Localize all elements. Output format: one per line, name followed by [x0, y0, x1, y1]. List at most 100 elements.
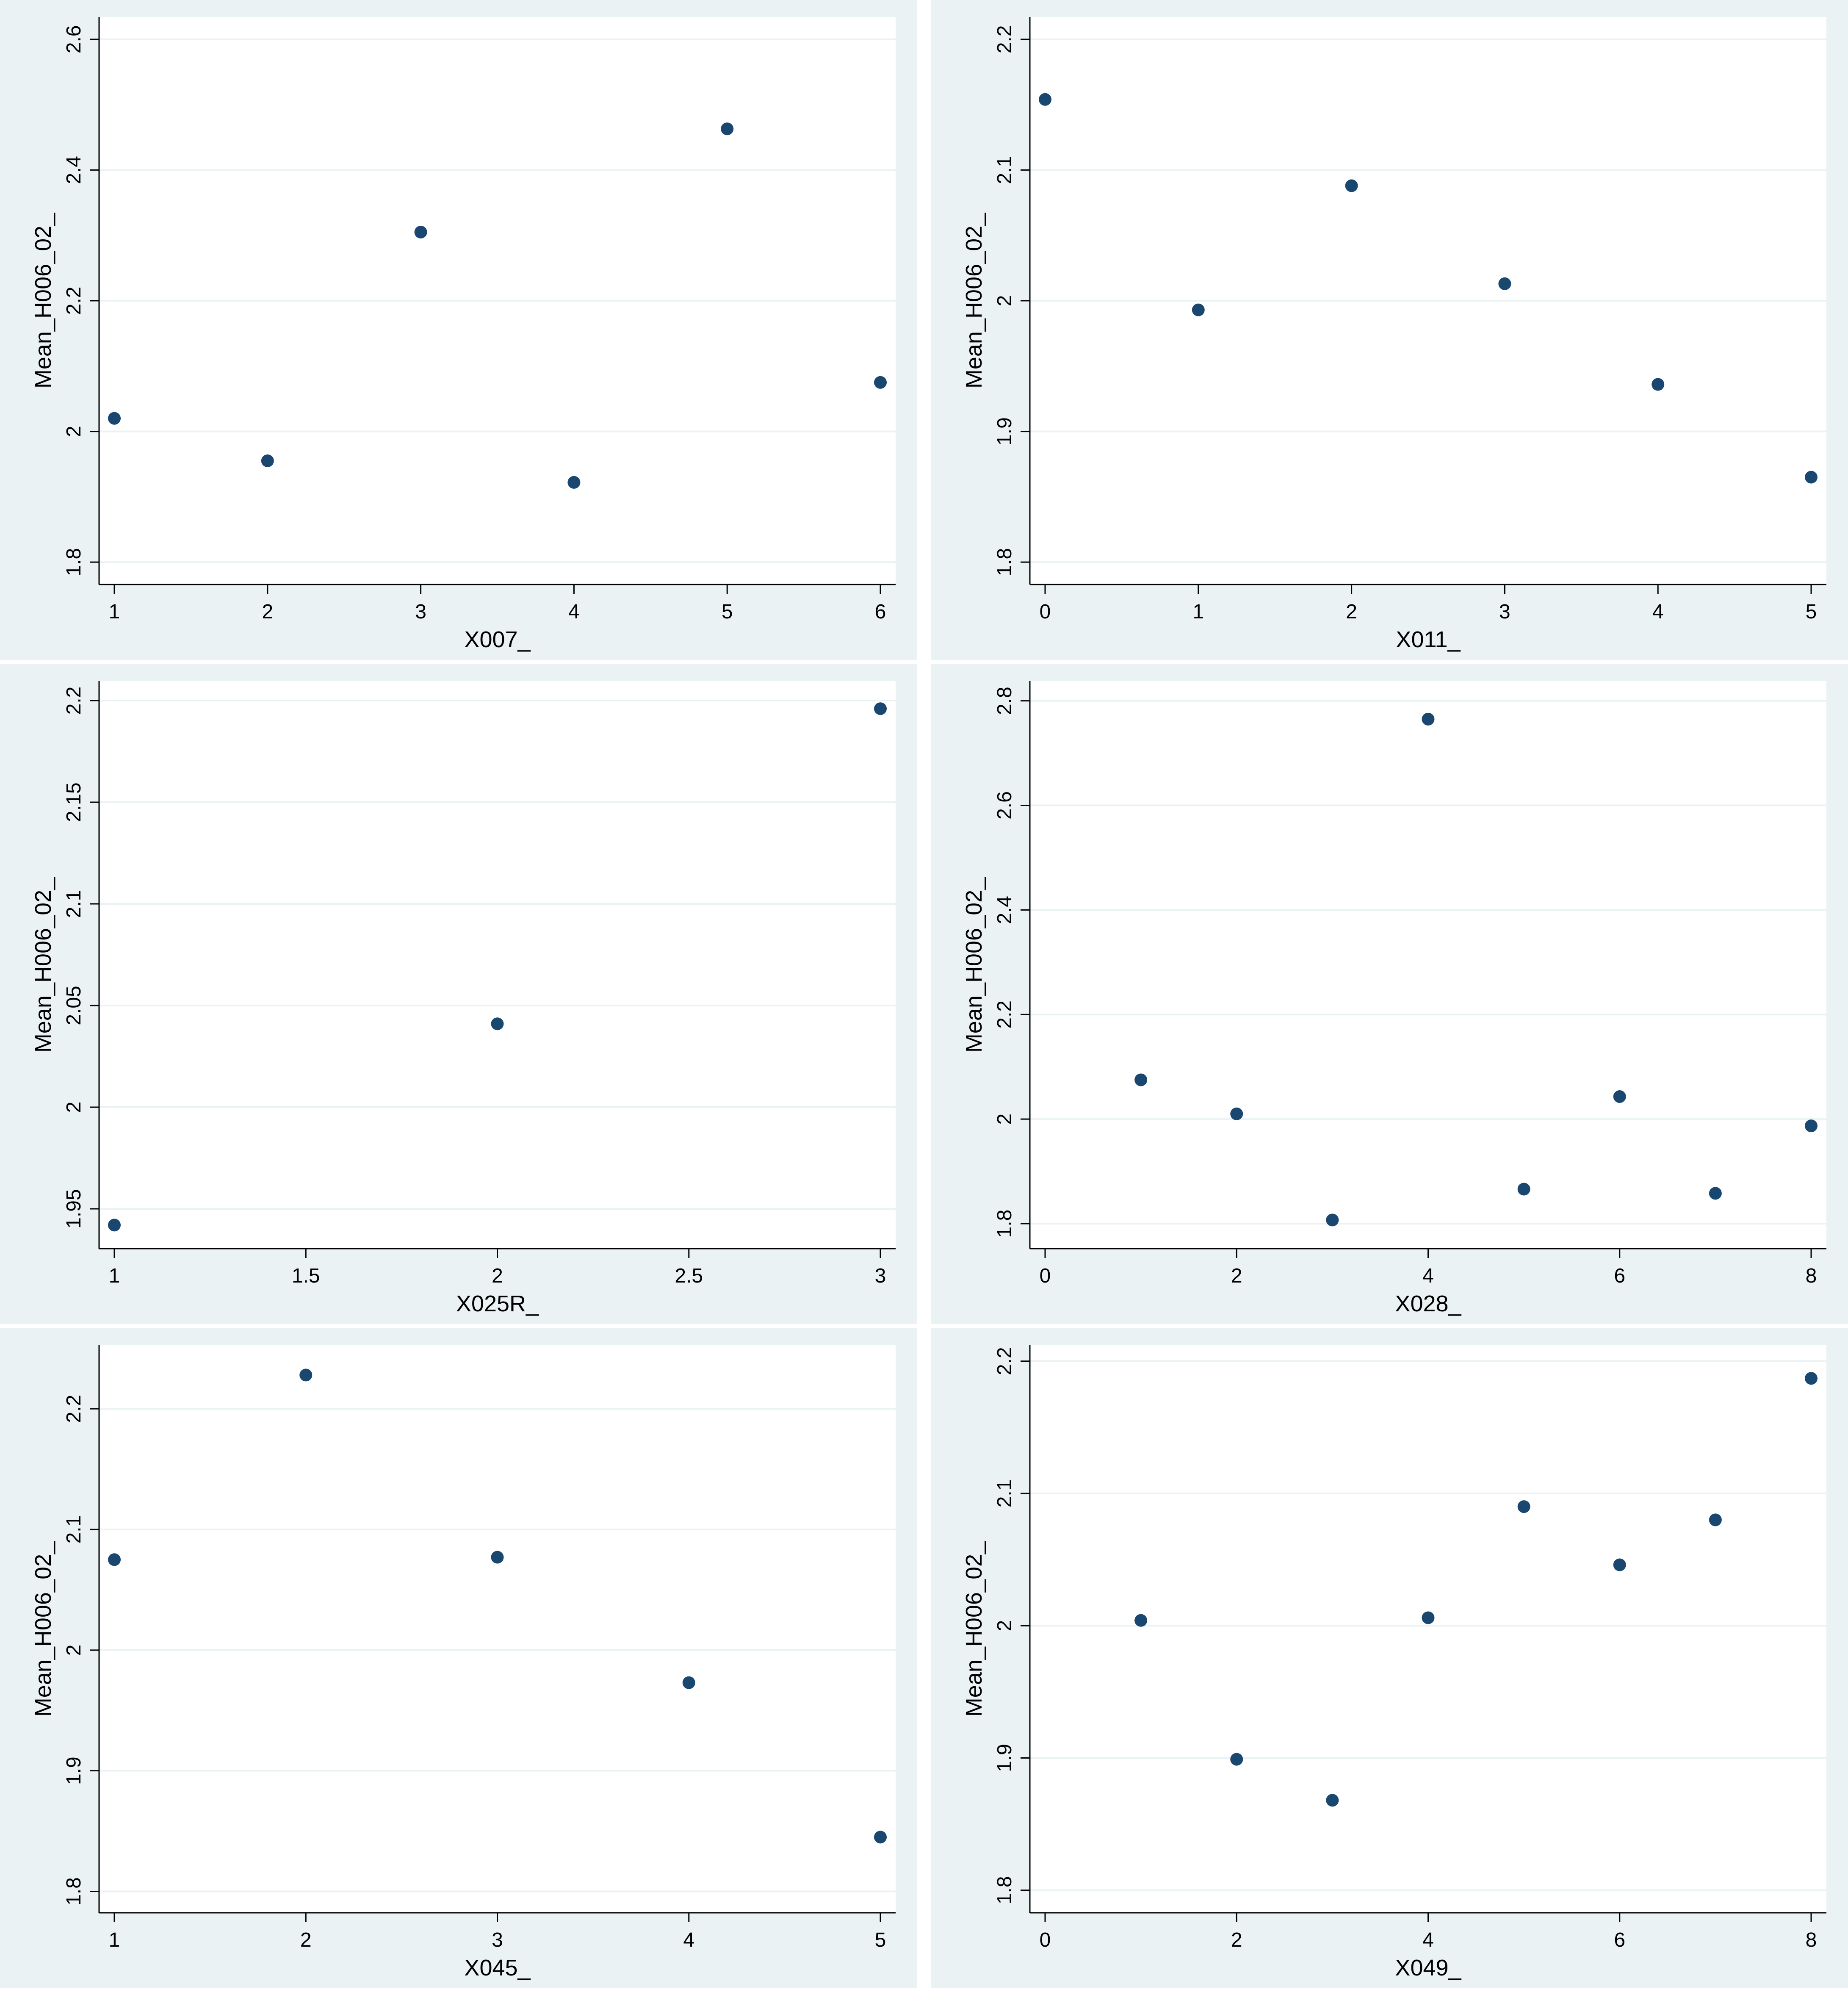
chart-4-point-4 [874, 1831, 887, 1844]
chart-0-point-3 [567, 476, 581, 489]
chart-3-point-1 [1230, 1107, 1243, 1120]
scatter-panel-x049: 1.8 1.9 2 2.1 2.2 0 2 4 6 8 X049_ Mean_H006_02_ [931, 1328, 1848, 1988]
chart-3-x-tick-label-4: 8 [1806, 1265, 1817, 1287]
chart-2-x-tick-label-3: 2.5 [675, 1265, 703, 1287]
chart-5-x-tick-label-1: 2 [1231, 1929, 1242, 1951]
chart-3-y-axis-title: Mean_H006_02_ [961, 877, 987, 1053]
chart-1-point-3 [1498, 277, 1511, 290]
chart-4-y-tick-label-4: 2.2 [63, 1395, 85, 1423]
scatter-panel-x028: 1.8 2 2.2 2.4 2.6 2.8 0 2 4 6 8 X028_ Mean_H006_02_ [931, 664, 1848, 1324]
chart-0-y-tick-label-1: 2 [63, 426, 85, 437]
chart-5-point-6 [1709, 1513, 1722, 1526]
chart-0-point-0 [108, 412, 121, 425]
chart-5-x-axis-title: X049_ [1395, 1955, 1461, 1981]
chart-2-y-tick-label-2: 2.05 [63, 986, 85, 1025]
chart-0-y-tick-label-3: 2.4 [63, 156, 85, 184]
chart-5-point-2 [1326, 1794, 1339, 1807]
chart-2-x-tick-label-0: 1 [109, 1265, 120, 1287]
chart-3-point-4 [1517, 1183, 1530, 1196]
chart-5-point-3 [1422, 1611, 1435, 1624]
chart-2-y-tick-label-5: 2.2 [63, 687, 85, 715]
chart-5-x-tick-label-2: 4 [1422, 1929, 1434, 1951]
chart-4-x-axis-title: X045_ [464, 1955, 531, 1981]
chart-4-point-0 [108, 1553, 121, 1566]
chart-5-point-1 [1230, 1753, 1243, 1766]
chart-2-y-tick-label-3: 2.1 [63, 890, 85, 918]
chart-2-x-tick-label-1: 1.5 [292, 1265, 320, 1287]
scatter-plot-x025r: 1.95 2 2.05 2.1 2.15 2.2 1 1.5 2 2.5 3 X025R_ Mean_H… [30, 681, 896, 1316]
chart-0-y-tick-label-4: 2.6 [63, 25, 85, 53]
chart-1-point-1 [1192, 303, 1205, 316]
chart-5-point-5 [1613, 1558, 1626, 1571]
chart-5-plot-area [1030, 1345, 1826, 1913]
chart-1-x-tick-label-0: 0 [1040, 601, 1051, 623]
chart-4-x-tick-label-3: 4 [683, 1929, 694, 1951]
chart-3-y-tick-label-2: 2.2 [993, 1000, 1016, 1029]
chart-2-y-tick-label-1: 2 [63, 1102, 85, 1113]
chart-3-x-tick-label-1: 2 [1231, 1265, 1242, 1287]
scatter-panel-x007: 1.8 2 2.2 2.4 2.6 1 2 3 4 5 6 X007_ Mean_H006_02_ [0, 0, 917, 660]
chart-4-y-axis-title: Mean_H006_02_ [30, 1541, 56, 1717]
chart-3-x-tick-label-3: 6 [1614, 1265, 1625, 1287]
chart-0-x-tick-label-1: 2 [262, 601, 273, 623]
chart-4-point-2 [491, 1551, 504, 1564]
chart-4-plot-area [99, 1345, 896, 1913]
chart-4-x-tick-label-2: 3 [492, 1929, 503, 1951]
chart-3-point-0 [1134, 1073, 1148, 1086]
chart-2-y-axis-title: Mean_H006_02_ [30, 877, 56, 1053]
scatter-plot-x011: 1.8 1.9 2 2.1 2.2 0 1 2 3 4 5 X011_ Mean_H006_02_ [961, 17, 1826, 652]
chart-5-y-axis-title: Mean_H006_02_ [961, 1541, 987, 1717]
chart-1-x-tick-label-4: 4 [1652, 601, 1664, 623]
chart-1-x-tick-label-1: 1 [1192, 601, 1204, 623]
chart-4-y-tick-label-0: 1.8 [63, 1877, 85, 1906]
chart-3-point-6 [1709, 1187, 1722, 1200]
chart-4-point-1 [299, 1369, 313, 1382]
chart-0-point-5 [874, 376, 887, 389]
chart-1-y-tick-label-4: 2.2 [993, 25, 1016, 53]
chart-0-point-1 [261, 454, 274, 467]
chart-4-point-3 [682, 1676, 695, 1689]
chart-3-plot-area [1030, 681, 1826, 1249]
chart-2-x-tick-label-2: 2 [492, 1265, 503, 1287]
chart-1-point-2 [1345, 179, 1358, 192]
chart-2-y-tick-label-4: 2.15 [63, 782, 85, 822]
chart-0-point-2 [414, 226, 427, 238]
chart-3-y-tick-label-1: 2 [993, 1114, 1016, 1125]
scatter-plot-x049: 1.8 1.9 2 2.1 2.2 0 2 4 6 8 X049_ Mean_H006_02_ [961, 1345, 1826, 1981]
chart-3-x-tick-label-0: 0 [1040, 1265, 1051, 1287]
chart-3-point-7 [1805, 1119, 1818, 1133]
chart-2-point-2 [874, 702, 887, 715]
scatter-plot-x007: 1.8 2 2.2 2.4 2.6 1 2 3 4 5 6 X007_ Mean_H006_02_ [30, 17, 896, 652]
chart-4-x-tick-label-0: 1 [109, 1929, 120, 1951]
chart-5-x-tick-label-0: 0 [1040, 1929, 1051, 1951]
chart-0-y-tick-label-0: 1.8 [63, 548, 85, 576]
chart-5-y-tick-label-1: 1.9 [993, 1744, 1016, 1772]
chart-3-y-tick-label-3: 2.4 [993, 896, 1016, 924]
chart-1-y-tick-label-1: 1.9 [993, 417, 1016, 446]
chart-0-x-tick-label-5: 6 [875, 601, 886, 623]
chart-1-point-4 [1652, 378, 1665, 391]
chart-4-y-tick-label-1: 1.9 [63, 1756, 85, 1785]
chart-4-y-tick-label-2: 2 [63, 1644, 85, 1656]
chart-1-x-tick-label-3: 3 [1499, 601, 1510, 623]
chart-5-point-0 [1134, 1614, 1148, 1627]
scatter-plot-x045: 1.8 1.9 2 2.1 2.2 1 2 3 4 5 X045_ Mean_H006_02_ [30, 1345, 896, 1981]
chart-0-y-tick-label-2: 2.2 [63, 287, 85, 315]
chart-3-x-axis-title: X028_ [1395, 1291, 1461, 1316]
chart-0-x-tick-label-0: 1 [109, 601, 120, 623]
chart-2-x-tick-label-4: 3 [875, 1265, 886, 1287]
chart-3-point-2 [1326, 1213, 1339, 1227]
chart-1-x-tick-label-2: 2 [1346, 601, 1357, 623]
chart-2-y-tick-label-0: 1.95 [63, 1189, 85, 1228]
chart-3-x-tick-label-2: 4 [1422, 1265, 1434, 1287]
chart-0-point-4 [721, 122, 734, 136]
scatter-panel-x025r: 1.95 2 2.05 2.1 2.15 2.2 1 1.5 2 2.5 3 X025R_ Mean_H… [0, 664, 917, 1324]
chart-1-point-0 [1039, 93, 1051, 106]
chart-3-point-3 [1422, 712, 1435, 726]
chart-1-y-tick-label-2: 2 [993, 295, 1016, 307]
chart-0-x-tick-label-2: 3 [415, 601, 426, 623]
chart-5-point-4 [1517, 1500, 1530, 1513]
chart-5-y-tick-label-4: 2.2 [993, 1347, 1016, 1375]
chart-0-x-tick-label-4: 5 [722, 601, 733, 623]
chart-5-y-tick-label-0: 1.8 [993, 1876, 1016, 1904]
